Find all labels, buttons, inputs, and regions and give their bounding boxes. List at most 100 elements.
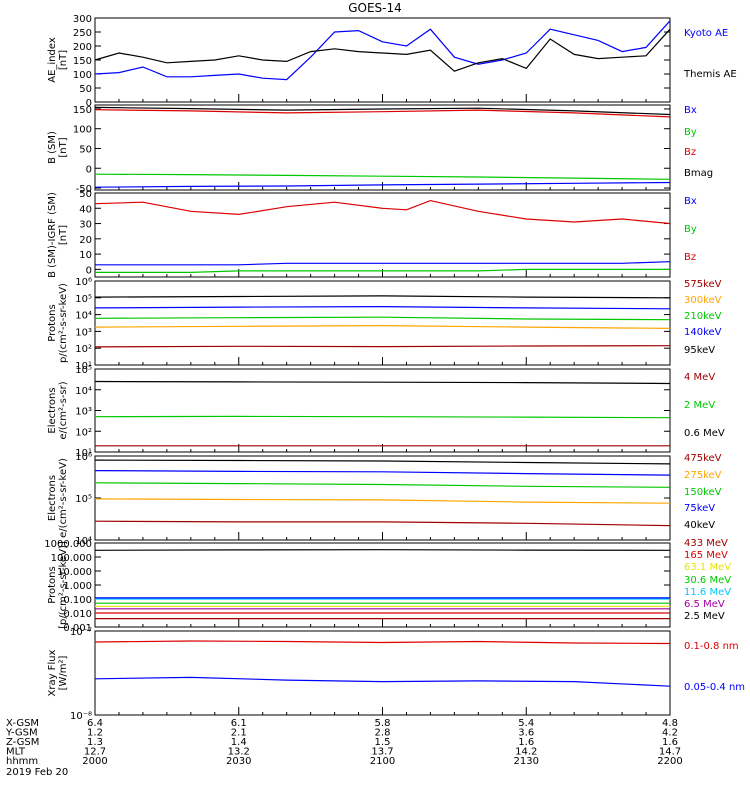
y-axis-label-1-1: [nT] [58,50,69,70]
x-tick-value-4-2: 1.6 [662,737,678,748]
y-tick-label-3-1: 10 [79,250,92,261]
x-tick-value-3-3: 14.2 [515,747,537,758]
x-tick-value-4-3: 14.7 [659,747,681,758]
y-tick-label-1-5: 250 [73,28,92,39]
y-tick-label-5-3: 10⁴ [75,386,92,397]
y-tick-label-3-5: 50 [79,189,92,200]
legend-6-40kev: 40keV [684,520,715,531]
legend-8-0-05-0-4-nm: 0.05-0.4 nm [684,682,745,693]
legend-6-150kev: 150keV [684,487,722,498]
legend-7-30-6-mev: 30.6 MeV [684,575,731,586]
series-line-6-40kev [94,459,671,465]
legend-6-75kev: 75keV [684,503,715,514]
y-tick-label-5-2: 10³ [75,407,92,418]
x-tick-value-1-2: 1.4 [231,737,247,748]
y-axis-label-8-0: Xray Flux [47,649,58,696]
series-line-1-themis-ae [94,28,671,72]
series-line-2-by [94,173,671,180]
series-line-5-0-6-mev [94,380,671,385]
x-tick-value-2-2: 1.5 [375,737,391,748]
series-line-8-0-05-0-4-nm [94,676,671,687]
legend-7-433-mev: 433 MeV [684,538,728,549]
y-tick-label-5-1: 10² [75,427,92,438]
legend-6-275kev: 275keV [684,470,722,481]
y-tick-label-7-5: 100.000 [51,553,92,564]
y-tick-label-1-1: 50 [79,84,92,95]
y-axis-label-6-1: e/(cm²-s-sr-keV) [58,458,69,538]
x-tick-value-0-0: 6.4 [87,718,103,729]
y-tick-label-3-4: 40 [79,204,92,215]
legend-4-210kev: 210keV [684,311,722,322]
series-line-4-140kev [94,305,671,310]
x-tick-value-1-0: 6.1 [231,718,247,729]
legend-3-by: By [684,224,697,235]
y-axis-label-4-1: p/(cm²-s-sr-keV) [58,283,69,363]
legend-2-bmag: Bmag [684,168,713,179]
x-axis-row-label-z-gsm: Z-GSM [6,737,39,748]
legend-1-kyoto-ae: Kyoto AE [684,28,728,39]
y-tick-label-3-2: 20 [79,235,92,246]
panel-frame-7 [94,542,671,628]
legend-2-by: By [684,127,697,138]
y-tick-label-4-1: 10² [75,344,92,355]
legend-6-475kev: 475keV [684,453,722,464]
y-tick-label-7-2: 0.100 [63,595,92,606]
panel-frame-1 [94,17,671,103]
x-tick-value-1-1: 2.1 [231,728,247,739]
series-line-6-150kev [94,482,671,488]
x-axis-row-label-mlt: MLT [6,747,26,758]
series-line-4-575kev [94,345,671,348]
series-line-6-475kev [94,520,671,527]
x-tick-value-0-1: 1.2 [87,728,103,739]
y-tick-label-1-6: 300 [73,14,92,25]
series-line-3-bz [94,199,671,225]
y-axis-label-6-0: Electrons [47,475,58,521]
y-tick-label-4-2: 10³ [75,327,92,338]
x-tick-value-0-3: 12.7 [84,747,106,758]
x-tick-value-4-1: 4.2 [662,728,678,739]
x-tick-value-3-0: 5.4 [518,718,534,729]
x-tick-value-4-0: 4.8 [662,718,678,729]
x-axis-row-label-x-gsm: X-GSM [6,718,39,729]
legend-3-bz: Bz [684,252,696,263]
series-line-3-bx [95,261,671,266]
y-axis-label-2-0: B (SM) [47,131,58,164]
series-line-2-bmag [94,106,671,116]
y-tick-label-6-2: 10⁶ [75,452,92,463]
date-label: 2019 Feb 20 [6,767,68,778]
legend-5-4-mev: 4 MeV [684,372,715,383]
y-axis-label-3-1: [nT] [58,225,69,245]
y-axis-label-5-0: Electrons [47,387,58,433]
y-axis-label-2-1: [nT] [58,137,69,157]
y-axis-label-7-1: [p/(cm²-s-sr-keV)] [58,541,69,629]
x-tick-value-3-4: 2130 [514,756,539,767]
legend-4-140kev: 140keV [684,327,722,338]
y-axis-label-4-0: Protons [47,304,58,341]
legend-2-bz: Bz [684,147,696,158]
y-tick-label-4-4: 10⁵ [75,294,92,305]
y-tick-label-7-4: 10.000 [57,567,92,578]
legend-4-95kev: 95keV [684,345,715,356]
y-tick-label-4-3: 10⁴ [75,311,92,322]
y-axis-label-3-0: B (SM)-IGRF (SM) [47,192,58,278]
y-tick-label-5-4: 10⁵ [75,365,92,376]
legend-3-bx: Bx [684,196,697,207]
x-tick-value-3-2: 1.6 [518,737,534,748]
legend-5-2-mev: 2 MeV [684,400,715,411]
y-tick-label-4-0: 10¹ [75,361,92,372]
y-tick-label-2-4: 150 [73,105,92,116]
series-line-2-bz [94,109,671,118]
y-tick-label-8-0: 10⁻⁸ [70,711,92,722]
y-tick-label-2-3: 100 [73,125,92,136]
y-axis-label-1-0: AE_index [47,37,58,83]
y-tick-label-1-2: 100 [73,70,92,81]
legend-7-165-mev: 165 MeV [684,550,728,561]
legend-7-63-1-mev: 63.1 MeV [684,562,731,573]
series-line-3-by [95,268,670,273]
y-tick-label-6-0: 10⁴ [75,536,92,547]
y-axis-label-5-1: e/(cm²-s-sr) [58,381,69,439]
series-line-6-275kev [94,498,671,504]
legend-7-2-5-mev: 2.5 MeV [684,611,725,622]
panel-frame-4 [94,280,671,366]
